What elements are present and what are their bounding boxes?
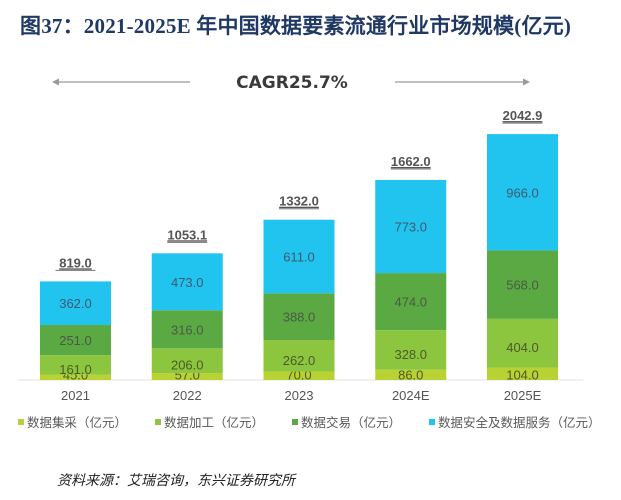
bar-segment — [487, 250, 558, 319]
cagr-label: CAGR25.7% — [236, 73, 348, 93]
bar-segment — [375, 179, 447, 274]
bar-segment — [151, 310, 223, 349]
data-label: 316.0 — [171, 322, 204, 337]
bar-segment — [263, 219, 335, 294]
data-label: 473.0 — [171, 275, 204, 290]
data-label: 966.0 — [506, 185, 539, 200]
data-label: 161.0 — [59, 362, 92, 377]
bar-segment — [487, 318, 558, 368]
x-tick-label: 2022 — [173, 388, 202, 403]
legend-item: 数据加工（亿元） — [155, 412, 264, 431]
data-label: 404.0 — [506, 340, 539, 355]
bar-segment — [263, 340, 335, 372]
data-label: 611.0 — [283, 250, 315, 265]
legend-item: 数据安全及数据服务（亿元） — [429, 412, 601, 431]
total-label: 1332.0 — [279, 194, 319, 209]
bar-segment — [487, 367, 558, 380]
legend-label: 数据加工（亿元） — [164, 416, 265, 430]
bar-segment — [263, 293, 335, 341]
cagr-arrow-right-head — [523, 78, 530, 86]
x-tick-label: 2023 — [285, 388, 314, 403]
x-tick-label: 2021 — [61, 388, 90, 403]
bar-segment — [375, 273, 447, 331]
chart-title: 图37：2021-2025E 年中国数据要素流通行业市场规模(亿元) — [20, 14, 572, 38]
legend-label: 数据交易（亿元） — [301, 416, 402, 430]
bar-segment — [263, 371, 335, 380]
bars-group: 45.0161.0251.0362.0819.0202157.0206.0316… — [40, 108, 558, 403]
bar-segment — [40, 374, 111, 380]
data-label: 251.0 — [59, 333, 92, 348]
x-tick-label: 2025E — [504, 388, 542, 403]
legend-item: 数据集采（亿元） — [18, 412, 127, 431]
legend-swatch — [18, 418, 24, 425]
data-label: 388.0 — [283, 310, 316, 325]
data-label: 362.0 — [59, 296, 92, 311]
bar-segment — [151, 253, 223, 311]
data-label: 568.0 — [506, 278, 539, 293]
data-label: 474.0 — [394, 295, 427, 310]
total-label: 1053.1 — [167, 227, 207, 242]
data-label: 206.0 — [171, 358, 204, 373]
total-label: 819.0 — [59, 255, 92, 270]
stacked-bar-chart: CAGR25.7% 45.0161.0251.0362.0819.0202157… — [18, 73, 583, 403]
legend: 数据集采（亿元） 数据加工（亿元） 数据交易（亿元） 数据安全及数据服务（亿元） — [18, 412, 618, 431]
x-tick-label: 2024E — [392, 388, 430, 403]
bar-segment — [151, 348, 223, 374]
total-label: 1662.0 — [391, 154, 431, 169]
bar-segment — [487, 134, 558, 251]
bar-segment — [375, 330, 447, 370]
data-label: 773.0 — [394, 220, 427, 235]
data-label: 104.0 — [506, 368, 539, 383]
legend-swatch — [155, 418, 162, 425]
cagr-annotation: CAGR25.7% — [52, 73, 530, 93]
legend-label: 数据安全及数据服务（亿元） — [438, 416, 601, 430]
legend-swatch — [429, 418, 436, 425]
cagr-arrow-left-head — [52, 78, 59, 86]
bar-segment — [151, 373, 223, 380]
bar-segment — [40, 324, 111, 356]
bar-segment — [40, 281, 111, 325]
legend-swatch — [292, 418, 299, 425]
bar-segment — [40, 355, 111, 375]
source-note: 资料来源：艾瑞咨询，东兴证券研究所 — [57, 473, 295, 489]
total-label: 2042.9 — [503, 108, 543, 123]
data-label: 328.0 — [394, 347, 427, 362]
data-label: 262.0 — [283, 353, 316, 368]
legend-item: 数据交易（亿元） — [292, 412, 401, 431]
data-label: 86.0 — [398, 368, 423, 383]
legend-label: 数据集采（亿元） — [27, 416, 128, 430]
bar-segment — [375, 369, 447, 380]
